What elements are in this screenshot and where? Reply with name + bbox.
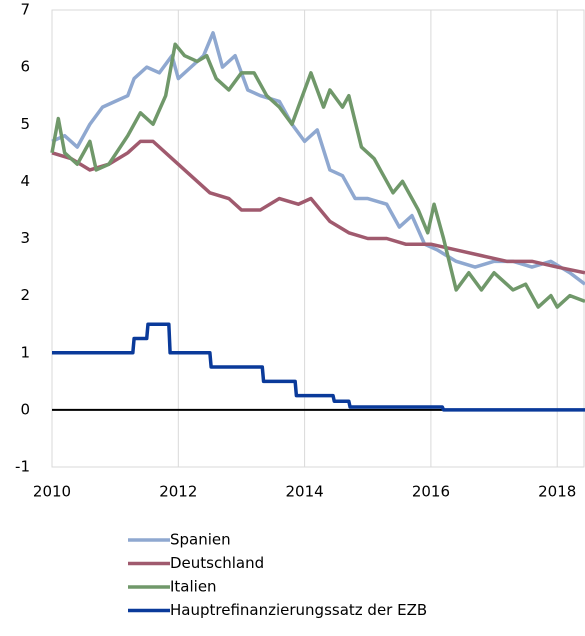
legend-label: Deutschland (170, 554, 264, 572)
legend-label: Spanien (170, 531, 231, 549)
y-tick-label: 2 (20, 286, 30, 304)
y-tick-label: 4 (20, 172, 30, 190)
y-tick-label: 5 (20, 115, 30, 133)
x-tick-label: 2018 (538, 483, 576, 501)
y-tick-label: 6 (20, 58, 30, 76)
y-tick-label: -1 (15, 458, 30, 476)
y-tick-label: 0 (20, 400, 30, 418)
y-tick-label: 7 (20, 1, 30, 19)
x-tick-label: 2012 (159, 483, 197, 501)
series-line (51, 31, 585, 286)
series-line (50, 42, 585, 309)
x-tick-label: 2016 (412, 483, 450, 501)
legend-label: Italien (170, 578, 217, 596)
plot-frame (51, 9, 585, 468)
legend-label: Hauptrefinanzierungssatz der EZB (170, 601, 427, 619)
y-tick-label: 3 (20, 229, 30, 247)
series-line (52, 322, 585, 412)
x-tick-label: 2014 (286, 483, 324, 501)
y-tick-label: 1 (20, 343, 30, 361)
x-tick-label: 2010 (33, 483, 71, 501)
series-line (51, 139, 585, 275)
